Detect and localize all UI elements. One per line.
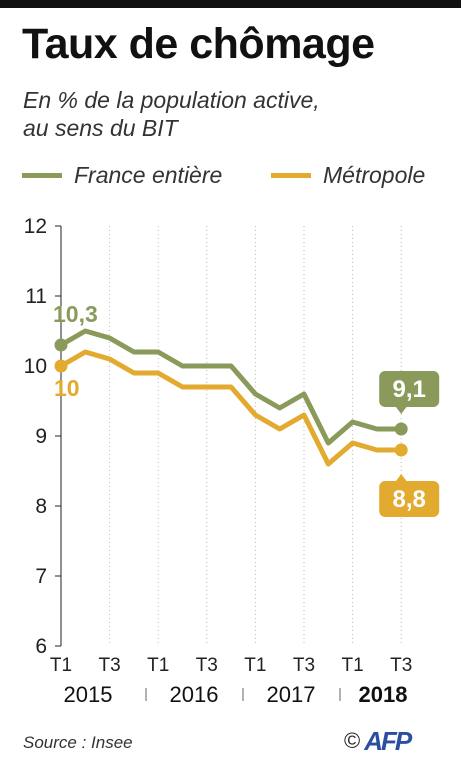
x-tick-label: T1 — [342, 655, 364, 676]
callout-pointer-metro-end — [395, 474, 408, 482]
series-line-france-entiere — [58, 328, 404, 446]
legend-swatch-metropole — [271, 172, 311, 178]
x-tick-label: T3 — [99, 655, 121, 676]
copyright-symbol: © — [344, 728, 361, 753]
callout-box-france-end — [379, 371, 440, 407]
top-bar — [0, 0, 461, 8]
callout-pointer-france-end — [395, 406, 408, 414]
x-tick-label: T3 — [196, 655, 218, 676]
legend-label-france-entiere: France entière — [74, 161, 223, 188]
y-tick-label: 12 — [24, 215, 47, 238]
annotation-metro-start: 10 — [54, 375, 80, 401]
subtitle-line-1: En % de la population active, — [23, 87, 320, 113]
end-point-metropole — [394, 443, 408, 457]
y-tick-label: 8 — [35, 495, 47, 518]
series-line-metropole — [58, 349, 404, 467]
x-tick-label: T1 — [244, 655, 266, 676]
x-tick-label: T3 — [293, 655, 315, 676]
legend-item-metropole: Métropole — [271, 160, 425, 190]
subtitle-line-2: au sens du BIT — [23, 115, 178, 141]
legend-swatch-france-entiere — [22, 172, 62, 178]
y-tick-label: 7 — [35, 565, 47, 588]
y-tick-label: 11 — [25, 285, 47, 308]
chart-title: Taux de chômage — [22, 20, 375, 68]
end-point-france-entiere — [394, 422, 408, 436]
annotation-metro-end: 8,8 — [393, 486, 426, 513]
year-label: 2015 — [64, 682, 113, 707]
chart-subtitle: En % de la population active, au sens du… — [23, 86, 320, 142]
y-tick-label: 6 — [35, 635, 47, 658]
source-note: Source : Insee — [23, 733, 133, 752]
callout-box-metro-end — [379, 481, 440, 517]
agency-credit: © AFP — [344, 725, 412, 756]
x-tick-label: T3 — [390, 655, 412, 676]
year-label: 2017 — [267, 682, 316, 707]
y-tick-label: 9 — [35, 425, 47, 448]
annotation-france-start: 10,3 — [53, 301, 98, 327]
year-label: 2016 — [170, 682, 219, 707]
legend-label-metropole: Métropole — [323, 161, 426, 188]
x-tick-label: T1 — [50, 655, 72, 676]
start-point-france-entiere — [54, 338, 68, 352]
x-tick-label: T1 — [147, 655, 169, 676]
year-label: 2018 — [359, 682, 408, 707]
annotation-france-end: 9,1 — [393, 376, 426, 403]
legend-item-france-entiere: France entière — [22, 160, 222, 190]
afp-logo: AFP — [364, 725, 412, 756]
y-tick-label: 10 — [24, 355, 47, 378]
start-point-metropole — [54, 359, 68, 373]
